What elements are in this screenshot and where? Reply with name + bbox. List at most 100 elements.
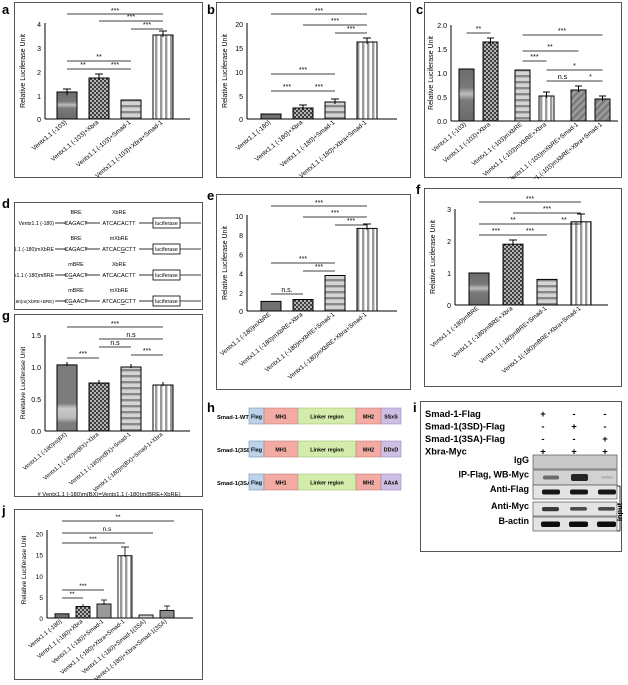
svg-text:Ventx1.1 (-103)+Smad-1: Ventx1.1 (-103)+Smad-1 [75,119,133,169]
svg-text:CAGACT: CAGACT [64,221,88,227]
svg-text:luciferase: luciferase [155,273,178,279]
svg-text:4: 4 [37,22,41,29]
svg-text:ATCACACTT: ATCACACTT [102,273,136,279]
svg-text:+: + [571,422,577,433]
svg-text:***: *** [111,62,119,69]
svg-text:Ventx1.1 (-180)+Smad-1: Ventx1.1 (-180)+Smad-1 [279,119,337,169]
svg-text:***: *** [558,28,566,35]
svg-text:mBRE: mBRE [68,288,84,294]
svg-text:***: *** [526,228,534,235]
svg-text:Ventx1.1 (-180)mBRE+Smad-1: Ventx1.1 (-180)mBRE+Smad-1 [478,305,548,366]
svg-text:n.s: n.s [110,340,120,347]
svg-text:10: 10 [235,214,243,221]
svg-text:MH2: MH2 [363,415,374,421]
svg-text:mBRE: mBRE [68,262,84,268]
svg-text:Anti-Myc: Anti-Myc [491,501,529,511]
svg-text:***: *** [347,26,355,33]
svg-text:Flag: Flag [251,448,262,454]
svg-text:Ventx1 (-180)m(BX)+Smad-1+Xbra: Ventx1 (-180)m(BX)+Smad-1+Xbra [92,431,165,493]
svg-text:SSxS: SSxS [384,415,398,421]
svg-text:0: 0 [39,616,43,623]
svg-text:n.s: n.s [126,332,136,339]
svg-text:2: 2 [447,239,451,246]
svg-text:1.5: 1.5 [31,333,41,340]
svg-text:-: - [603,422,606,433]
svg-text:+: + [540,409,546,420]
svg-text:Linker region: Linker region [310,415,344,421]
svg-text:mXbRE: mXbRE [110,236,129,242]
svg-text:IP-Flag, WB-Myc: IP-Flag, WB-Myc [458,470,529,480]
svg-text:MH2: MH2 [363,448,374,454]
svg-text:XbRE: XbRE [112,210,126,216]
svg-text:2.0: 2.0 [437,23,447,30]
svg-text:luciferase: luciferase [155,247,178,253]
svg-text:mXbRE: mXbRE [110,288,129,294]
svg-text:CAGACT: CAGACT [64,247,88,253]
svg-text:Ventx1.1 (-180)m(BX)+Smad-1: Ventx1.1 (-180)m(BX)+Smad-1 [68,432,132,487]
svg-text:5: 5 [39,595,43,602]
svg-text:Linker region: Linker region [310,448,344,454]
svg-text:BRE: BRE [70,210,81,216]
svg-text:ATCACGCTT: ATCACGCTT [102,247,136,253]
svg-text:-: - [541,434,544,445]
svg-text:*: * [589,74,592,81]
svg-text:# Ventx1.1 (-180)m(BX)=Ventx1.: # Ventx1.1 (-180)m(BX)=Ventx1.1 (-180)m(… [37,492,180,498]
svg-text:Xbra-Myc: Xbra-Myc [425,447,467,457]
svg-text:MH2: MH2 [363,481,374,487]
svg-text:2: 2 [37,70,41,77]
svg-text:***: *** [299,256,307,263]
svg-text:2: 2 [239,291,243,298]
svg-text:Smad-1-WT: Smad-1-WT [217,415,249,421]
svg-text:Relative Luciferase Unit: Relative Luciferase Unit [21,535,28,604]
svg-text:Ventx1.1 (-180)mBRE+Xbra: Ventx1.1 (-180)mBRE+Xbra [451,305,515,360]
svg-text:Relative Luciferase Unit: Relative Luciferase Unit [222,34,229,108]
svg-text:4: 4 [239,272,243,279]
svg-text:15: 15 [235,46,243,53]
svg-text:***: *** [331,210,339,217]
svg-text:MH1: MH1 [275,481,286,487]
svg-text:Ventx1.1 (-180)mXbRE: Ventx1.1 (-180)mXbRE [219,311,272,357]
svg-text:Relative Luciferase Unit: Relative Luciferase Unit [20,34,27,108]
svg-text:Ventx1.1 (-180)m(BX)+Xbra: Ventx1.1 (-180)m(BX)+Xbra [43,431,101,481]
svg-text:***: *** [315,8,323,15]
svg-text:Ventx1.1 (-180)+Xbra+Smad-1: Ventx1.1 (-180)+Xbra+Smad-1 [298,119,369,179]
svg-text:**: ** [96,54,102,61]
svg-text:1.0: 1.0 [437,71,447,78]
svg-text:Ventx1.1 (-180)mXbRE+Xbra: Ventx1.1 (-180)mXbRE+Xbra [238,311,304,368]
svg-text:***: *** [526,196,534,203]
svg-text:0: 0 [239,117,243,124]
svg-text:***: *** [111,321,119,328]
svg-text:***: *** [331,18,339,25]
svg-text:0.5: 0.5 [31,397,41,404]
svg-text:n.s: n.s [103,526,112,533]
svg-text:Smad-1(3SD)-Flag: Smad-1(3SD)-Flag [425,422,505,432]
svg-text:MH1: MH1 [275,448,286,454]
svg-text:ATCACACTT: ATCACACTT [102,221,136,227]
svg-text:***: *** [315,264,323,271]
svg-text:DDxD: DDxD [384,448,399,454]
svg-text:**: ** [80,62,86,69]
svg-text:Ventx1.1 (-180)mXbRE: Ventx1.1 (-180)mXbRE [15,247,55,253]
svg-text:10: 10 [235,70,243,77]
svg-text:8: 8 [239,233,243,240]
svg-text:10: 10 [36,574,44,581]
svg-text:Reletalve Luciferase Unit: Reletalve Luciferase Unit [20,347,27,419]
svg-text:***: *** [315,200,323,207]
svg-text:***: *** [530,54,538,61]
svg-text:3: 3 [37,46,41,53]
svg-text:***: *** [299,67,307,74]
svg-text:Input: Input [615,502,623,521]
svg-text:Ventx1.1 (-180): Ventx1.1 (-180) [19,221,55,227]
svg-text:***: *** [492,228,500,235]
svg-text:**: ** [510,217,516,224]
svg-text:n.s: n.s [558,74,568,81]
svg-text:Ventx1.1 (-180)mBRE: Ventx1.1 (-180)mBRE [15,273,55,279]
svg-text:MH1: MH1 [275,415,286,421]
svg-text:Anti-Flag: Anti-Flag [490,484,529,494]
svg-text:0.0: 0.0 [31,429,41,436]
svg-text:0: 0 [239,309,243,316]
svg-text:*: * [573,63,576,70]
svg-text:Ventx1.1 (-103)+Xbra+Smad-1: Ventx1.1 (-103)+Xbra+Smad-1 [94,119,165,179]
svg-text:n.s.: n.s. [281,287,292,294]
svg-text:***: *** [79,583,87,590]
